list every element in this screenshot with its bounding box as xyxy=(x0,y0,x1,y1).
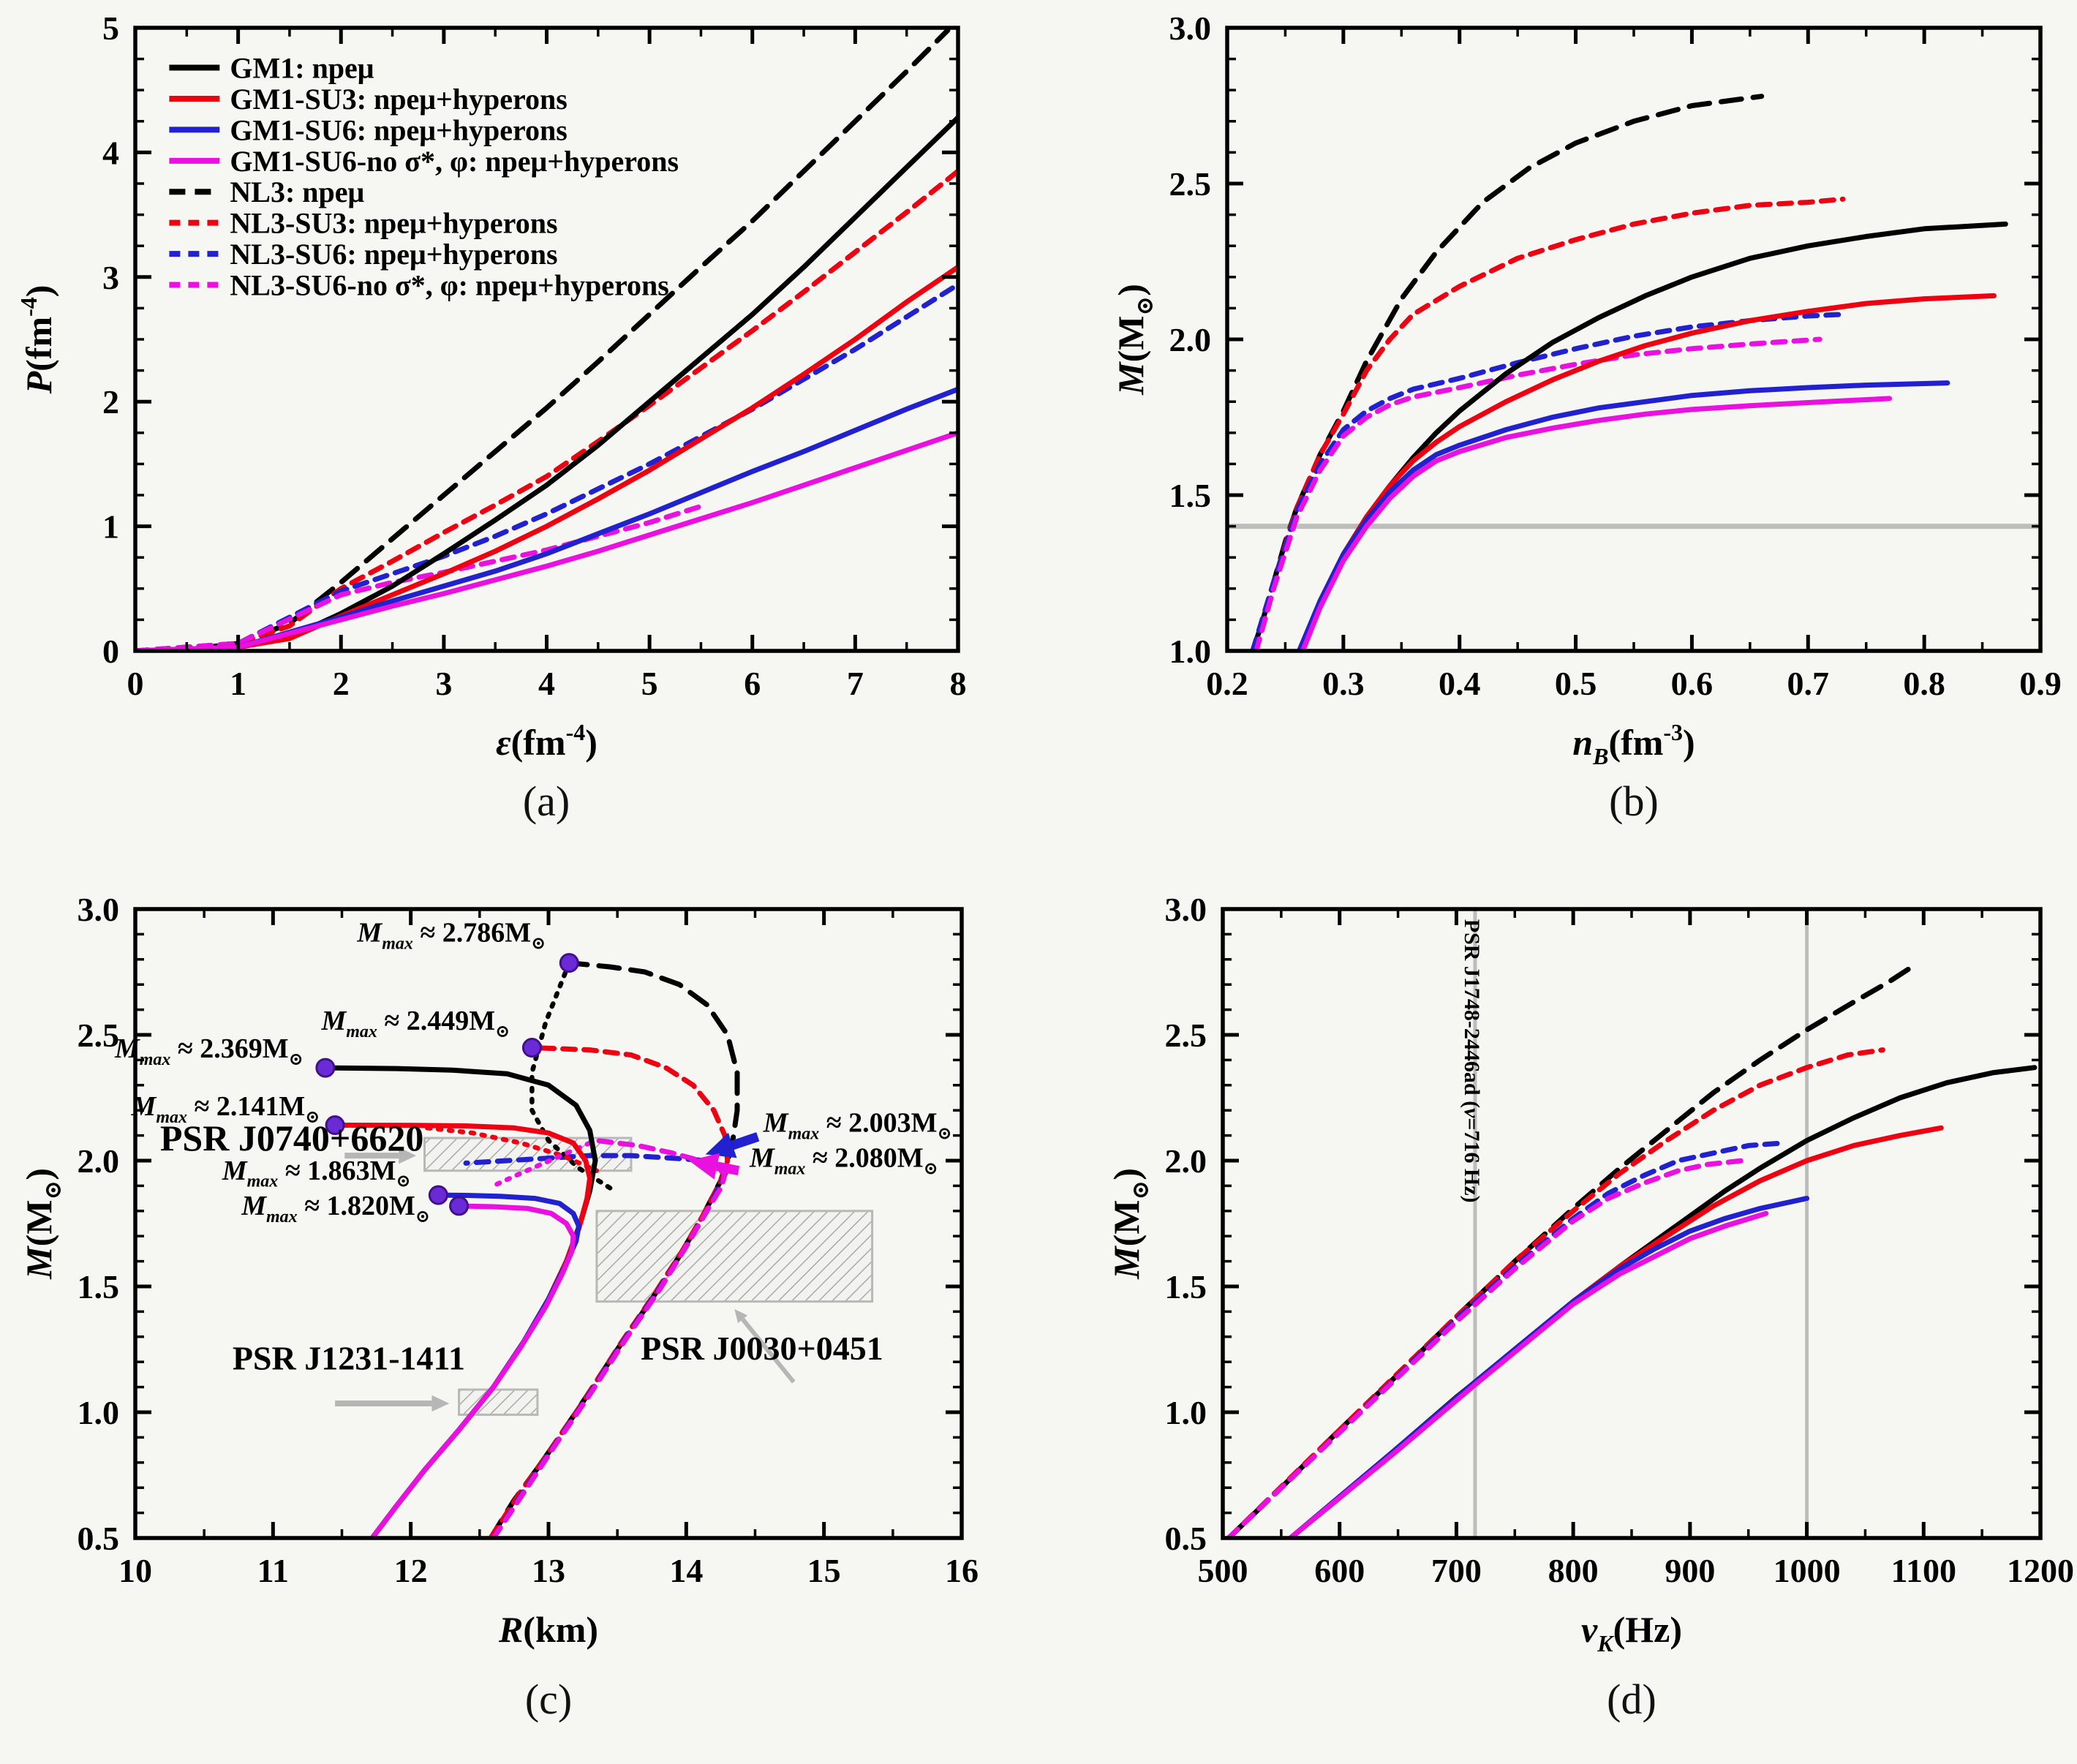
svg-text:GM1-SU6-no σ*, φ: npeμ+hypero: GM1-SU6-no σ*, φ: npeμ+hyperons xyxy=(230,145,679,178)
svg-text:PSR J1231-1411: PSR J1231-1411 xyxy=(233,1340,465,1377)
svg-text:GM1: npeμ: GM1: npeμ xyxy=(230,52,374,85)
svg-text:16: 16 xyxy=(945,1552,979,1589)
panel-c-plot: Mmax​ ≈ 2.786M⊙​ Mmax​ ≈ 2.449M⊙​ Mmax​ ≈ … xyxy=(18,891,979,1650)
panel-d-caption: (d) xyxy=(1607,1676,1656,1723)
svg-text:11: 11 xyxy=(257,1552,289,1589)
svg-text:6: 6 xyxy=(744,665,761,702)
svg-text:7: 7 xyxy=(847,665,864,702)
svg-text:Mmax​ ≈ 1.863M⊙​: Mmax​ ≈ 1.863M⊙​ xyxy=(222,1156,411,1191)
svg-text:700: 700 xyxy=(1431,1552,1482,1589)
panel-c-caption: (c) xyxy=(524,1676,573,1723)
svg-text:Mmax​ ≈ 2.786M⊙​: Mmax​ ≈ 2.786M⊙​ xyxy=(356,918,546,954)
svg-text:nB​(fm-3​): nB​(fm-3​) xyxy=(1572,719,1695,769)
svg-text:3.0: 3.0 xyxy=(1169,10,1212,47)
svg-text:Mmax​ ≈ 2.003M⊙​: Mmax​ ≈ 2.003M⊙​ xyxy=(763,1107,952,1143)
svg-text:1.0: 1.0 xyxy=(1165,1394,1207,1431)
svg-text:600: 600 xyxy=(1314,1552,1365,1589)
svg-text:1.5: 1.5 xyxy=(1165,1268,1207,1305)
svg-text:2.5: 2.5 xyxy=(1169,165,1212,203)
svg-text:4: 4 xyxy=(538,665,555,702)
svg-text:0.5: 0.5 xyxy=(1165,1520,1207,1557)
svg-text:PSR J0740+6620: PSR J0740+6620 xyxy=(160,1117,423,1158)
svg-text:3.0: 3.0 xyxy=(78,891,120,928)
svg-text:12: 12 xyxy=(394,1552,428,1589)
svg-text:NL3: npeμ: NL3: npeμ xyxy=(230,176,364,208)
svg-text:Mmax​ ≈ 2.449M⊙​: Mmax​ ≈ 2.449M⊙​ xyxy=(320,1006,510,1041)
svg-text:0.2: 0.2 xyxy=(1206,665,1248,702)
svg-text:800: 800 xyxy=(1548,1552,1599,1589)
svg-text:8: 8 xyxy=(950,665,967,702)
svg-text:R(km): R(km) xyxy=(498,1609,598,1650)
svg-text:15: 15 xyxy=(807,1552,841,1589)
svg-text:NL3-SU3: npeμ+hyperons: NL3-SU3: npeμ+hyperons xyxy=(230,207,557,240)
svg-text:νK​(Hz): νK​(Hz) xyxy=(1581,1609,1682,1656)
svg-text:2.0: 2.0 xyxy=(1169,321,1212,358)
svg-text:10: 10 xyxy=(118,1552,152,1589)
svg-text:1.5: 1.5 xyxy=(78,1268,120,1305)
svg-text:Mmax​ ≈ 2.369M⊙​: Mmax​ ≈ 2.369M⊙​ xyxy=(114,1033,304,1069)
svg-text:13: 13 xyxy=(532,1552,565,1589)
svg-text:0.9: 0.9 xyxy=(2019,665,2062,702)
svg-text:14: 14 xyxy=(669,1552,703,1589)
svg-text:0.5: 0.5 xyxy=(1555,665,1597,702)
svg-text:1000: 1000 xyxy=(1773,1552,1841,1589)
svg-text:4: 4 xyxy=(102,134,119,171)
svg-text:P(fm-4​): P(fm-4​) xyxy=(15,285,59,395)
svg-text:1200: 1200 xyxy=(2007,1552,2074,1589)
svg-text:1100: 1100 xyxy=(1891,1552,1956,1589)
svg-text:3.0: 3.0 xyxy=(1165,891,1207,928)
svg-text:1.0: 1.0 xyxy=(78,1394,120,1431)
svg-text:M(M⊙​): M(M⊙​) xyxy=(1110,284,1158,396)
svg-text:M(M⊙​): M(M⊙​) xyxy=(18,1168,66,1280)
svg-text:900: 900 xyxy=(1665,1552,1715,1589)
svg-text:0.4: 0.4 xyxy=(1439,665,1481,702)
svg-text:2.5: 2.5 xyxy=(1165,1017,1207,1054)
svg-text:1.0: 1.0 xyxy=(1169,633,1212,670)
svg-text:0.7: 0.7 xyxy=(1787,665,1830,702)
svg-text:NL3-SU6-no σ*, φ: npeμ+hypero: NL3-SU6-no σ*, φ: npeμ+hyperons xyxy=(230,269,668,302)
svg-text:0.3: 0.3 xyxy=(1322,665,1365,702)
svg-text:1: 1 xyxy=(102,508,119,546)
svg-text:2.5: 2.5 xyxy=(78,1017,120,1054)
panel-a-caption: (a) xyxy=(522,777,570,825)
svg-text:5: 5 xyxy=(102,10,119,47)
svg-text:3: 3 xyxy=(435,665,452,702)
svg-text:0: 0 xyxy=(102,633,119,670)
svg-text:0: 0 xyxy=(127,665,144,702)
svg-text:2.0: 2.0 xyxy=(1165,1142,1207,1180)
svg-text:5: 5 xyxy=(641,665,658,702)
panel-b-caption: (b) xyxy=(1609,777,1659,825)
svg-text:M(M⊙​): M(M⊙​) xyxy=(1106,1168,1153,1280)
svg-text:PSR J1748-2446ad (ν=716 Hz): PSR J1748-2446ad (ν=716 Hz) xyxy=(1460,919,1484,1203)
panel-d-plot: PSR J1748-2446ad (ν=716 Hz) 500 600 700 800 9… xyxy=(1106,891,2074,1656)
svg-text:Mmax​ ≈ 1.820M⊙​: Mmax​ ≈ 1.820M⊙​ xyxy=(241,1191,430,1226)
svg-text:1.5: 1.5 xyxy=(1169,477,1212,514)
svg-text:0.8: 0.8 xyxy=(1903,665,1945,702)
svg-text:3: 3 xyxy=(102,259,119,296)
svg-text:2.0: 2.0 xyxy=(78,1142,120,1180)
svg-text:2: 2 xyxy=(102,383,119,421)
svg-text:500: 500 xyxy=(1198,1552,1248,1589)
svg-text:2: 2 xyxy=(333,665,350,702)
svg-text:NL3-SU6: npeμ+hyperons: NL3-SU6: npeμ+hyperons xyxy=(230,238,557,271)
svg-text:PSR J0030+0451: PSR J0030+0451 xyxy=(641,1330,883,1367)
svg-text:0.6: 0.6 xyxy=(1671,665,1714,702)
svg-text:1: 1 xyxy=(230,665,246,702)
panel-b-plot: 0.2 0.3 0.4 0.5 0.6 0.7 0.8 0.9 1.0 1.5 2.0 2.5 3.0 n… xyxy=(1110,10,2062,769)
svg-text:GM1-SU3: npeμ+hyperons: GM1-SU3: npeμ+hyperons xyxy=(230,83,567,116)
svg-text:0.5: 0.5 xyxy=(78,1520,120,1557)
svg-text:GM1-SU6: npeμ+hyperons: GM1-SU6: npeμ+hyperons xyxy=(230,113,567,146)
svg-text:Mmax​ ≈ 2.080M⊙​: Mmax​ ≈ 2.080M⊙​ xyxy=(749,1143,938,1179)
svg-text:ε(fm-4​): ε(fm-4​) xyxy=(496,719,598,763)
